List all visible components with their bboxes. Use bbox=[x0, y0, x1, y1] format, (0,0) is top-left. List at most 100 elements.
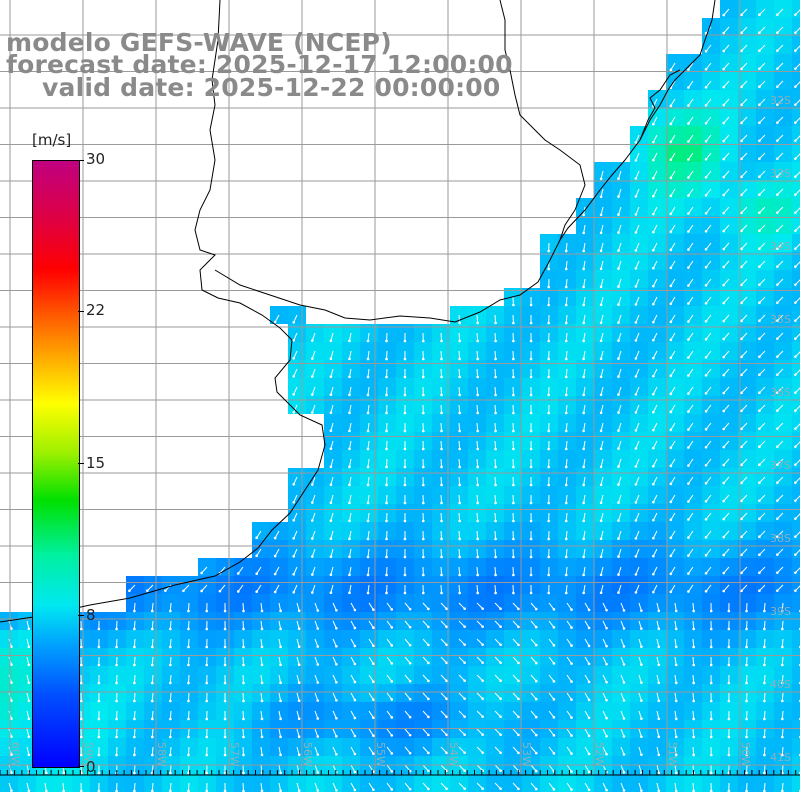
wind-arrow bbox=[687, 476, 694, 484]
wind-arrow bbox=[348, 386, 352, 395]
wind-arrow bbox=[618, 548, 622, 557]
wind-arrow-head bbox=[669, 320, 673, 324]
wind-arrow-head bbox=[348, 573, 351, 577]
wind-arrow bbox=[311, 494, 316, 503]
wind-arrow-head bbox=[421, 393, 425, 397]
wind-arrow bbox=[133, 656, 136, 666]
wind-arrow-head bbox=[776, 391, 779, 394]
wind-arrow-head bbox=[534, 679, 538, 683]
wind-arrow bbox=[476, 602, 484, 610]
wind-arrow-head bbox=[151, 645, 154, 649]
wind-arrow-head bbox=[97, 789, 101, 793]
wind-arrow-head bbox=[481, 661, 484, 664]
wind-arrow bbox=[620, 728, 625, 737]
wind-cell bbox=[792, 252, 800, 270]
wind-arrow bbox=[584, 746, 590, 755]
wind-arrow bbox=[494, 566, 497, 576]
wind-arrow bbox=[133, 746, 136, 756]
wind-arrow-head bbox=[279, 645, 282, 649]
wind-arrow-head bbox=[476, 573, 479, 577]
wind-arrow-head bbox=[704, 409, 708, 413]
wind-arrow-head bbox=[205, 627, 209, 631]
wind-arrow-head bbox=[669, 122, 673, 126]
wind-arrow-head bbox=[640, 663, 643, 666]
wind-arrow bbox=[600, 350, 604, 359]
wind-arrow-head bbox=[205, 771, 209, 775]
wind-arrow-head bbox=[605, 626, 608, 630]
wind-arrow bbox=[330, 512, 334, 521]
wind-arrow bbox=[618, 530, 622, 539]
wind-arrow bbox=[618, 386, 622, 395]
wind-arrow bbox=[293, 404, 298, 413]
wind-arrow bbox=[476, 692, 484, 700]
wind-arrow bbox=[348, 584, 352, 593]
wind-arrow-head bbox=[494, 429, 497, 433]
wind-arrow-head bbox=[740, 211, 743, 215]
wind-arrow-head bbox=[617, 213, 620, 216]
wind-arrow bbox=[311, 566, 316, 575]
wind-arrow-head bbox=[564, 249, 568, 253]
wind-arrow bbox=[635, 548, 640, 557]
wind-arrow-head bbox=[458, 393, 461, 397]
wind-arrow bbox=[187, 782, 190, 792]
wind-arrow bbox=[776, 566, 784, 574]
wind-arrow bbox=[583, 476, 586, 485]
wind-arrow bbox=[512, 602, 519, 610]
wind-arrow bbox=[600, 476, 604, 485]
wind-arrow bbox=[311, 530, 316, 539]
wind-arrow-head bbox=[445, 625, 448, 629]
wind-arrow-head bbox=[776, 157, 779, 160]
wind-arrow-head bbox=[62, 789, 66, 793]
wind-arrow-head bbox=[297, 789, 301, 793]
wind-arrow-head bbox=[582, 519, 585, 523]
wind-arrow bbox=[494, 710, 501, 718]
wind-arrow-head bbox=[236, 572, 240, 575]
wind-arrow bbox=[705, 134, 712, 142]
wind-arrow-head bbox=[316, 663, 320, 666]
wind-arrow-head bbox=[529, 501, 533, 505]
wind-arrow-head bbox=[570, 662, 573, 665]
wind-arrow bbox=[776, 584, 784, 592]
wind-arrow bbox=[494, 548, 497, 558]
wind-arrow-head bbox=[617, 447, 620, 450]
wind-arrow bbox=[795, 459, 800, 466]
wind-arrow-head bbox=[494, 393, 497, 397]
wind-arrow bbox=[260, 692, 263, 701]
latitude-label: 37S bbox=[770, 459, 791, 472]
wind-arrow bbox=[476, 566, 479, 576]
wind-arrow-head bbox=[640, 645, 643, 648]
wind-arrow bbox=[763, 728, 766, 738]
wind-arrow-head bbox=[794, 391, 797, 394]
wind-arrow-head bbox=[499, 679, 502, 683]
wind-arrow-head bbox=[385, 555, 388, 559]
wind-arrow-head bbox=[781, 699, 784, 703]
wind-arrow bbox=[278, 692, 282, 701]
wind-arrow bbox=[350, 620, 356, 629]
wind-arrow-head bbox=[634, 447, 638, 450]
wind-arrow bbox=[776, 296, 784, 304]
wind-arrow bbox=[776, 188, 784, 196]
wind-arrow bbox=[583, 386, 586, 395]
wind-arrow bbox=[759, 26, 766, 34]
wind-arrow bbox=[242, 602, 245, 612]
wind-arrow-head bbox=[687, 230, 690, 233]
wind-arrow bbox=[367, 530, 370, 540]
wind-arrow-head bbox=[403, 519, 407, 523]
wind-arrow bbox=[458, 638, 465, 646]
wind-arrow bbox=[348, 548, 352, 557]
wind-arrow bbox=[367, 584, 370, 594]
wind-arrow bbox=[458, 458, 461, 468]
wind-arrow-head bbox=[335, 734, 338, 738]
wind-arrow-head bbox=[692, 699, 695, 703]
wind-arrow-head bbox=[582, 267, 585, 271]
wind-arrow-head bbox=[260, 609, 264, 613]
wind-arrow-head bbox=[292, 410, 296, 414]
wind-arrow-head bbox=[652, 392, 655, 396]
wind-arrow bbox=[566, 782, 572, 790]
wind-arrow-head bbox=[674, 663, 678, 667]
wind-arrow-head bbox=[758, 589, 761, 593]
wind-arrow bbox=[635, 368, 640, 377]
wind-arrow bbox=[670, 152, 676, 161]
wind-arrow-head bbox=[458, 501, 461, 505]
